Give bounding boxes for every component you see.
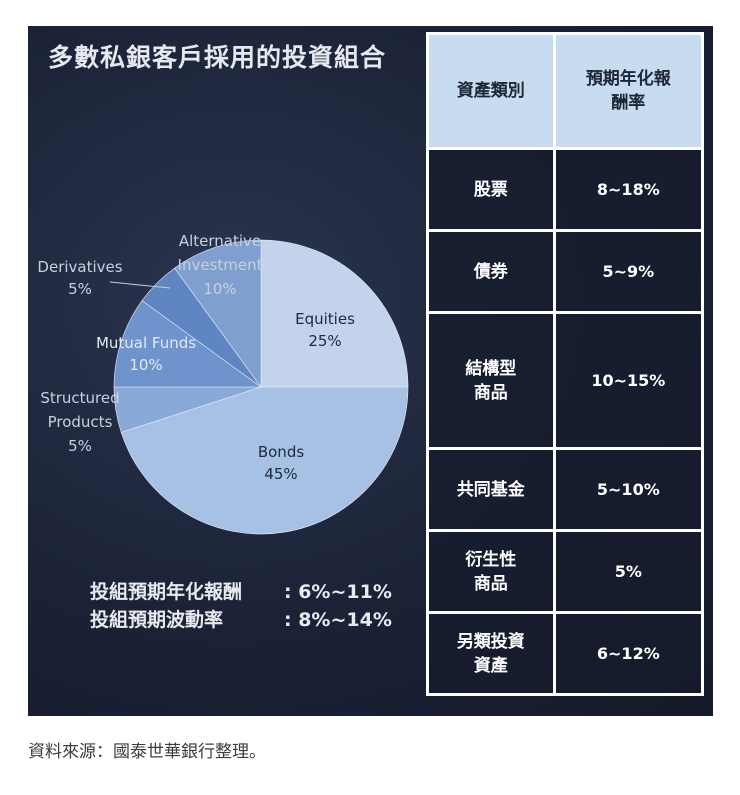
table-cell-rate: 10~15% <box>552 311 705 450</box>
table-cell-asset: 另類投資資產 <box>426 611 556 696</box>
infographic-title: 多數私銀客戶採用的投資組合 <box>48 43 387 72</box>
table-cell-asset: 共同基金 <box>426 447 556 532</box>
source-note: 資料來源：國泰世華銀行整理。 <box>28 742 266 762</box>
table-row: 共同基金 5~10% <box>426 447 705 532</box>
table-cell-rate: 5~9% <box>552 229 705 314</box>
table-header-expected-return: 預期年化報酬率 <box>552 32 705 150</box>
label-alternative-investment: Alternative Investment 10% <box>177 232 263 298</box>
infographic-panel: 多數私銀客戶採用的投資組合 Equities 25% Bonds 45% Struc… <box>28 26 713 716</box>
table-cell-asset: 股票 <box>426 147 556 232</box>
table-cell-rate: 5% <box>552 529 705 614</box>
expected-return-label: 投組預期年化報酬 <box>90 581 243 603</box>
label-equities: Equities 25% <box>295 310 355 350</box>
label-structured-products: Structured Products 5% <box>40 389 120 455</box>
table-cell-asset: 債券 <box>426 229 556 314</box>
derivatives-leader-line <box>109 281 171 289</box>
table-cell-rate: 6~12% <box>552 611 705 696</box>
table-row: 另類投資資產 6~12% <box>426 611 705 696</box>
label-bonds: Bonds 45% <box>257 443 305 483</box>
table-row: 債券 5~9% <box>426 229 705 314</box>
table-cell-asset: 結構型商品 <box>426 311 556 450</box>
table-header-asset-class: 資產類別 <box>426 32 556 150</box>
table-cell-rate: 5~10% <box>552 447 705 532</box>
table-row: 衍生性商品 5% <box>426 529 705 614</box>
expected-volatility-label: 投組預期波動率 <box>90 609 224 631</box>
label-derivatives: Derivatives 5% <box>37 258 123 298</box>
pie-slice-equities <box>260 239 409 388</box>
expected-volatility-value: : 8%~14% <box>284 609 392 631</box>
pie-slice-alternative-investment <box>174 239 262 388</box>
table-cell-asset: 衍生性商品 <box>426 529 556 614</box>
table-header-row: 資產類別 預期年化報酬率 <box>426 32 705 150</box>
pie-chart <box>109 239 409 535</box>
expected-return-table: 資產類別 預期年化報酬率 股票 8~18% 債券 5~9% 結構型商品 10~1… <box>426 32 705 696</box>
portfolio-summary: 投組預期年化報酬 : 6%~11% 投組預期波動率 : 8%~14% <box>90 578 392 634</box>
pie-slice-bonds <box>120 386 409 535</box>
pie-slice-mutual-funds <box>113 300 262 388</box>
table-cell-rate: 8~18% <box>552 147 705 232</box>
label-mutual-funds: Mutual Funds 10% <box>95 334 197 374</box>
table-row: 結構型商品 10~15% <box>426 311 705 450</box>
table-row: 股票 8~18% <box>426 147 705 232</box>
expected-return-value: : 6%~11% <box>284 581 392 603</box>
